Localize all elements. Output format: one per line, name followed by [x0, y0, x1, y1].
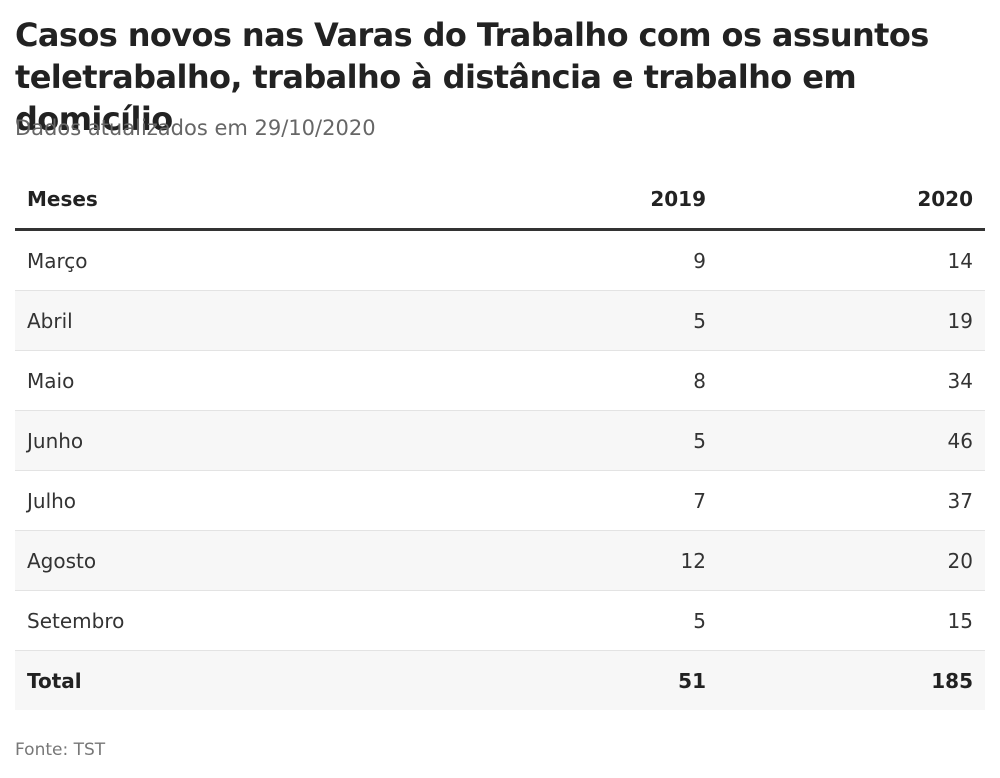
cell-2020: 15 [718, 590, 985, 651]
chart-subtitle: Dados atualizados em 29/10/2020 [15, 116, 376, 140]
table-row: Setembro 5 15 [15, 590, 985, 651]
cell-2020: 34 [718, 350, 985, 411]
header-row: Meses 2019 2020 [15, 170, 985, 231]
total-2020: 185 [718, 650, 985, 710]
data-table: Meses 2019 2020 Março 9 14 Abril 5 19 Ma… [15, 170, 985, 710]
table-row: Agosto 12 20 [15, 530, 985, 591]
cell-2019: 5 [451, 410, 718, 471]
cell-2019: 5 [451, 590, 718, 651]
column-header-months: Meses [15, 170, 451, 231]
table-header: Meses 2019 2020 [15, 170, 985, 231]
row-label: Abril [15, 290, 451, 351]
cell-2020: 14 [718, 229, 985, 291]
total-label: Total [15, 650, 451, 710]
column-header-2020: 2020 [718, 170, 985, 231]
source-note: Fonte: TST [15, 740, 106, 760]
table-body: Março 9 14 Abril 5 19 Maio 8 34 Junho 5 … [15, 229, 985, 710]
row-label: Julho [15, 470, 451, 531]
cell-2019: 9 [451, 229, 718, 291]
chart-title: Casos novos nas Varas do Trabalho com os… [15, 16, 929, 138]
row-label: Março [15, 229, 451, 291]
cell-2019: 7 [451, 470, 718, 531]
table-row: Março 9 14 [15, 229, 985, 291]
cell-2019: 12 [451, 530, 718, 591]
row-label: Maio [15, 350, 451, 411]
cell-2019: 8 [451, 350, 718, 411]
table-row: Julho 7 37 [15, 470, 985, 531]
cell-2020: 19 [718, 290, 985, 351]
row-label: Setembro [15, 590, 451, 651]
row-label: Agosto [15, 530, 451, 591]
table-row: Abril 5 19 [15, 290, 985, 351]
cell-2020: 37 [718, 470, 985, 531]
table-row: Junho 5 46 [15, 410, 985, 471]
total-2019: 51 [451, 650, 718, 710]
cell-2020: 20 [718, 530, 985, 591]
total-row: Total 51 185 [15, 650, 985, 710]
cell-2019: 5 [451, 290, 718, 351]
column-header-2019: 2019 [451, 170, 718, 231]
cell-2020: 46 [718, 410, 985, 471]
table-row: Maio 8 34 [15, 350, 985, 411]
row-label: Junho [15, 410, 451, 471]
